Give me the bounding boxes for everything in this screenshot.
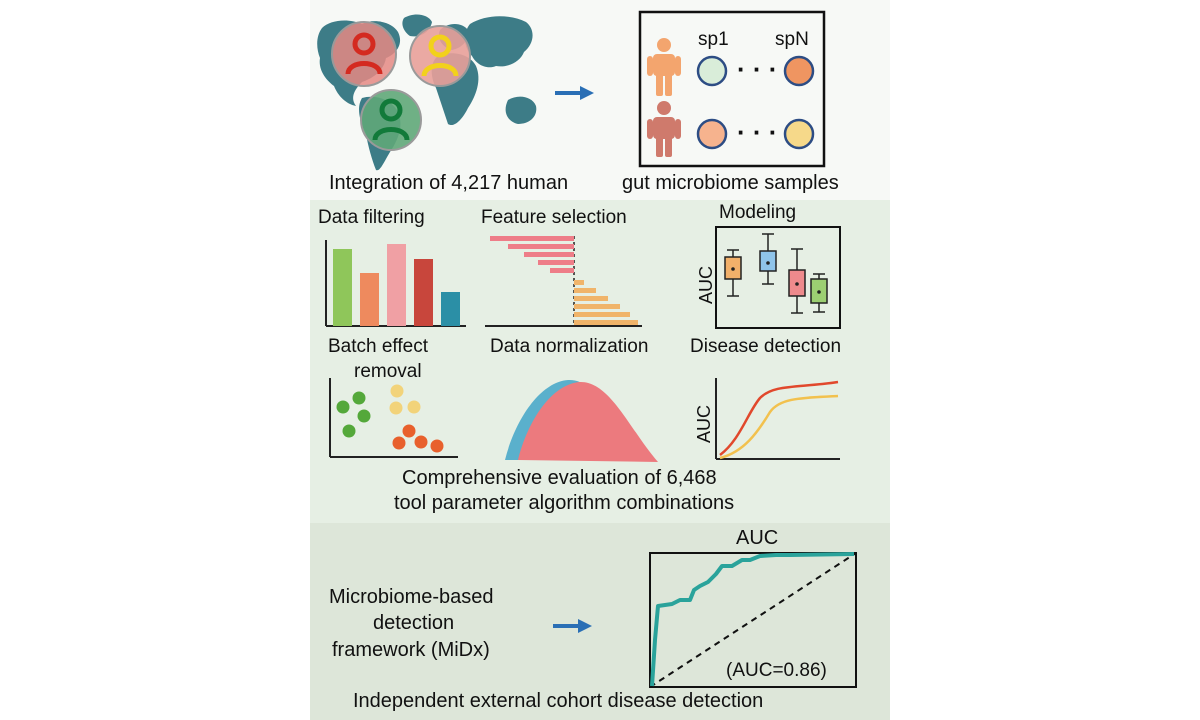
panel-evaluation [310,200,890,523]
sample-matrix-box [638,10,826,168]
evaluation-summary-line1: Comprehensive evaluation of 6,468 [402,467,717,489]
integration-caption-left: Integration of 4,217 human [329,172,568,194]
modeling-boxplot-chart: AUC [696,226,841,329]
data-filtering-bar-chart [325,240,466,327]
framework-label-line1: Microbiome-based [329,586,494,608]
roc-title: AUC [736,527,778,549]
species-abundance-marker [783,118,815,150]
feature-selection-chart [485,236,642,327]
person-icon [647,101,681,157]
person-icon [331,21,397,87]
step-label-data-normalization: Data normalization [490,336,648,357]
species-label-spn: spN [775,29,809,50]
bar [387,244,406,326]
step-label-batch-effect-line2: removal [354,361,422,382]
footer-caption: Independent external cohort disease dete… [353,690,763,712]
step-label-batch-effect-line1: Batch effect [328,336,429,357]
ellipsis-row-2: · · · [737,117,777,147]
person-icon [360,89,422,151]
person-icon [647,38,681,96]
bar [360,273,379,326]
auc-axis-label-modeling: AUC [696,266,716,304]
roc-curve-chart: (AUC=0.86) [649,552,857,688]
step-label-data-filtering: Data filtering [318,207,425,228]
framework-label-line3: framework (MiDx) [332,639,490,661]
framework-label-line2: detection [373,612,454,634]
arrow-right-icon [553,619,592,633]
roc-curve [650,552,855,687]
step-label-modeling: Modeling [719,202,796,223]
step-label-disease-detection: Disease detection [690,336,841,357]
species-abundance-marker [696,55,728,87]
evaluation-summary-line2: tool parameter algorithm combinations [394,492,734,514]
bar [333,249,352,326]
batch-effect-scatter [329,378,458,458]
step-label-feature-selection: Feature selection [481,207,627,228]
data-normalization-density [505,379,658,462]
person-icon [409,25,471,87]
bar [414,259,433,326]
ellipsis-row-1: · · · [737,54,777,84]
roc-auc-value: (AUC=0.86) [726,660,827,681]
bar [441,292,460,326]
auc-axis-label-detection: AUC [694,405,714,443]
species-abundance-marker [783,55,815,87]
species-label-sp1: sp1 [698,29,729,50]
arrow-right-icon [555,86,594,100]
disease-detection-auc-chart: AUC [694,378,840,460]
species-abundance-marker [696,118,728,150]
integration-caption-right: gut microbiome samples [622,172,839,194]
